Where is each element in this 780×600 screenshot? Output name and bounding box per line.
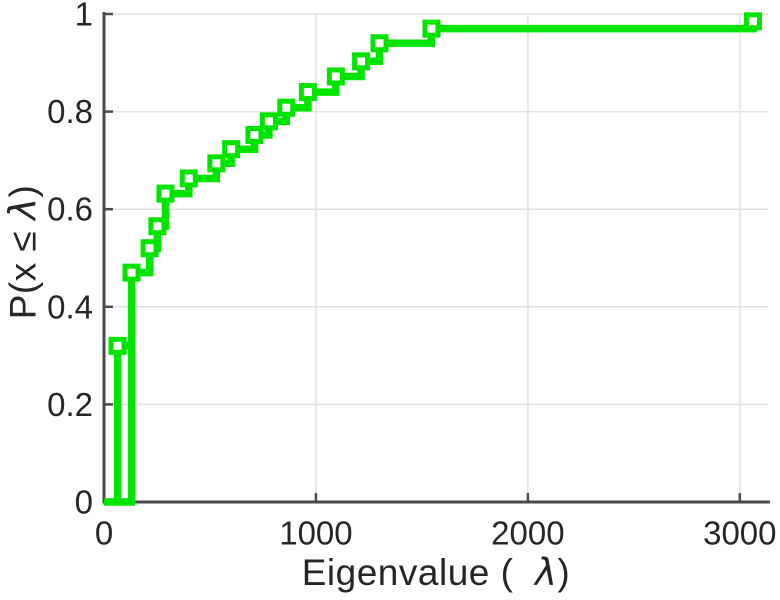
x-tick-label: 0 bbox=[95, 515, 113, 552]
ecdf-point-marker bbox=[277, 98, 296, 117]
y-tick-label: 0.4 bbox=[47, 288, 93, 325]
ecdf-point-marker bbox=[298, 83, 317, 102]
ecdf-point-marker bbox=[108, 336, 127, 355]
ecdf-point-marker bbox=[422, 19, 441, 38]
ecdf-point-marker bbox=[148, 217, 167, 236]
ecdf-point-marker bbox=[326, 67, 345, 86]
ecdf-point-marker bbox=[370, 34, 389, 53]
ecdf-point-marker bbox=[140, 239, 159, 258]
ecdf-point-marker bbox=[743, 12, 762, 31]
y-tick-label: 0.2 bbox=[47, 386, 93, 423]
y-tick-label: 0.6 bbox=[47, 191, 93, 228]
y-axis-label: P(x ≤ λ) bbox=[1, 184, 45, 320]
x-axis-label: Eigenvalue ( λ) bbox=[301, 551, 571, 594]
ecdf-point-marker bbox=[245, 126, 264, 145]
x-tick-label: 2000 bbox=[491, 515, 564, 552]
ecdf-point-marker bbox=[207, 154, 226, 173]
ecdf-point-marker bbox=[352, 52, 371, 71]
ecdf-point-marker bbox=[122, 263, 141, 282]
x-tick-label: 3000 bbox=[703, 515, 776, 552]
x-tick-label: 1000 bbox=[279, 515, 352, 552]
ecdf-step-line bbox=[104, 21, 757, 506]
y-tick-label: 0 bbox=[75, 484, 93, 521]
ecdf-point-marker bbox=[222, 140, 241, 159]
ecdf-point-marker bbox=[179, 169, 198, 188]
ecdf-point-marker bbox=[156, 184, 175, 203]
ecdf-point-marker bbox=[259, 112, 278, 131]
y-tick-label: 0.8 bbox=[47, 93, 93, 130]
y-tick-label: 1 bbox=[75, 0, 93, 33]
